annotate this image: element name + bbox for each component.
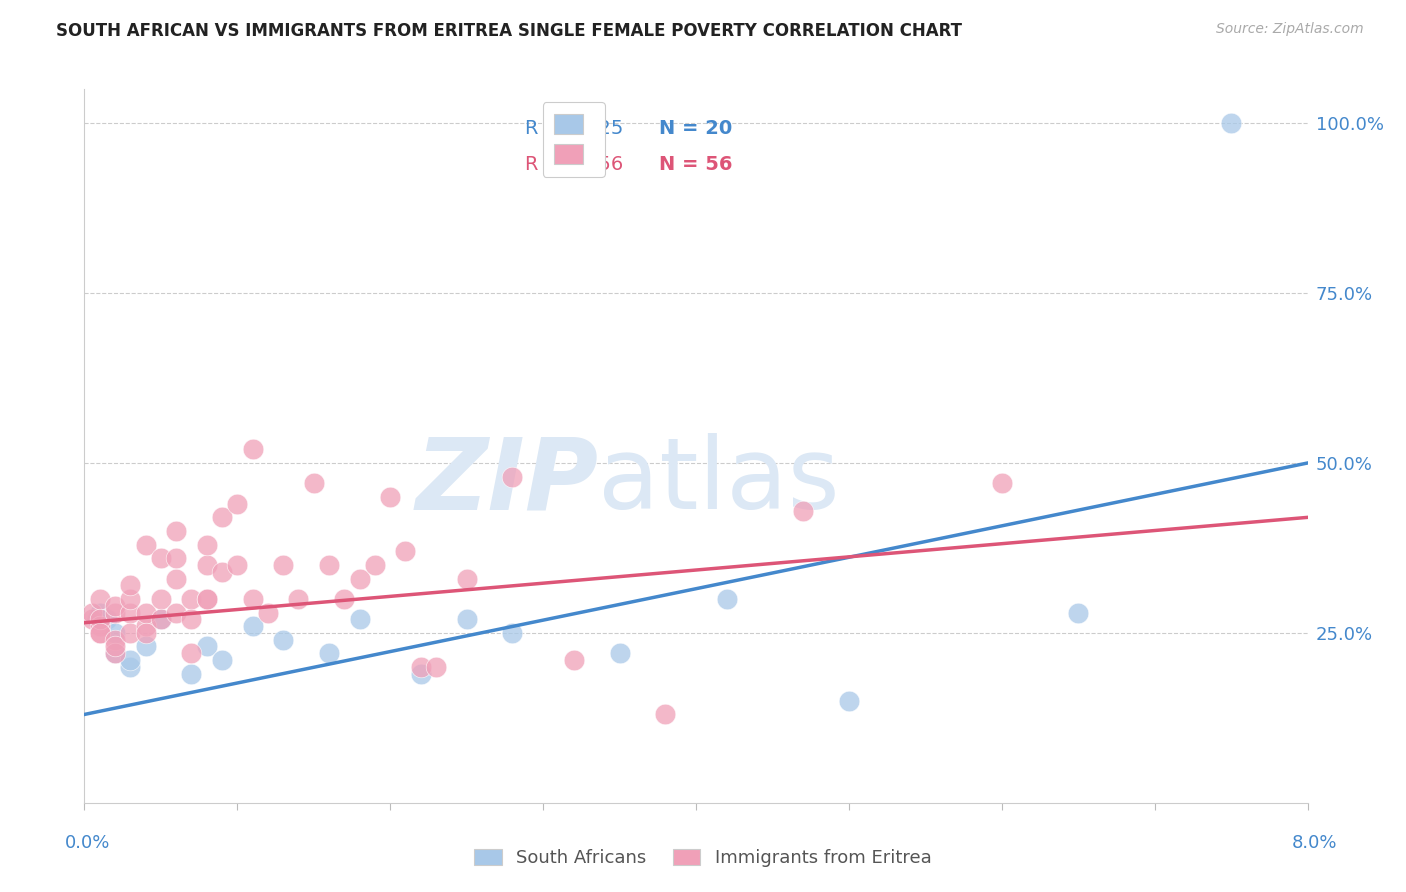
Point (149, 612, 172, 626)
Text: atlas: atlas (598, 434, 839, 530)
Point (89, 591, 111, 606)
Text: SOUTH AFRICAN VS IMMIGRANTS FROM ERITREA SINGLE FEMALE POVERTY CORRELATION CHART: SOUTH AFRICAN VS IMMIGRANTS FROM ERITREA… (56, 22, 962, 40)
Point (333, 591, 356, 606)
Point (349, 612, 371, 626)
Point (654, 707, 676, 722)
Point (80, 612, 103, 626)
Point (120, 591, 142, 606)
Text: N = 56: N = 56 (659, 154, 733, 174)
Point (211, 565, 233, 579)
Point (104, 646, 127, 660)
Point (135, 606, 157, 620)
Point (135, 626, 157, 640)
Point (562, 653, 585, 667)
Point (135, 619, 157, 633)
Point (165, 606, 187, 620)
Point (135, 640, 157, 654)
Point (242, 591, 264, 606)
Point (271, 558, 294, 572)
Point (180, 612, 202, 626)
Point (991, 476, 1014, 491)
Point (609, 646, 631, 660)
Point (211, 510, 233, 524)
Point (89, 626, 111, 640)
Point (195, 537, 218, 551)
Point (120, 660, 142, 674)
Point (226, 497, 249, 511)
Point (120, 578, 142, 592)
Point (165, 572, 187, 586)
Point (120, 606, 142, 620)
Text: ZIP: ZIP (415, 434, 598, 530)
Point (86, 612, 108, 626)
Point (394, 544, 416, 558)
Point (96, 612, 118, 626)
Point (792, 503, 814, 517)
Point (104, 646, 127, 660)
Text: R = 0.525: R = 0.525 (524, 119, 623, 138)
Point (89, 619, 111, 633)
Legend: , : , (543, 103, 605, 177)
Point (380, 490, 402, 504)
Point (135, 537, 157, 551)
Point (502, 626, 524, 640)
Point (226, 558, 249, 572)
Point (104, 640, 127, 654)
Point (242, 619, 264, 633)
Point (180, 646, 202, 660)
Text: R = 0.256: R = 0.256 (524, 154, 623, 174)
Point (716, 591, 738, 606)
Point (104, 632, 127, 647)
Text: 8.0%: 8.0% (1292, 834, 1337, 852)
Point (165, 524, 187, 538)
Point (80, 606, 103, 620)
Point (89, 626, 111, 640)
Point (165, 551, 187, 566)
Point (456, 572, 478, 586)
Point (120, 653, 142, 667)
Point (120, 626, 142, 640)
Point (838, 694, 860, 708)
Point (180, 666, 202, 681)
Text: N = 20: N = 20 (659, 119, 733, 138)
Y-axis label: Single Female Poverty: Single Female Poverty (0, 354, 8, 538)
Point (1220, 116, 1243, 130)
Point (364, 558, 387, 572)
Legend: South Africans, Immigrants from Eritrea: South Africans, Immigrants from Eritrea (467, 841, 939, 874)
Point (318, 646, 340, 660)
Point (302, 476, 325, 491)
Point (1067, 606, 1090, 620)
Point (149, 551, 172, 566)
Point (456, 612, 478, 626)
Point (180, 591, 202, 606)
Point (104, 599, 127, 613)
Point (502, 469, 524, 483)
Point (104, 606, 127, 620)
Text: Source: ZipAtlas.com: Source: ZipAtlas.com (1216, 22, 1364, 37)
Point (257, 606, 280, 620)
Text: 0.0%: 0.0% (65, 834, 110, 852)
Point (195, 558, 218, 572)
Point (271, 632, 294, 647)
Point (195, 591, 218, 606)
Point (195, 640, 218, 654)
Point (287, 591, 309, 606)
Point (242, 442, 264, 457)
Point (89, 612, 111, 626)
Point (349, 572, 371, 586)
Point (318, 558, 340, 572)
Point (149, 591, 172, 606)
Point (409, 666, 432, 681)
Point (104, 626, 127, 640)
Point (89, 606, 111, 620)
Point (425, 660, 447, 674)
Point (149, 612, 172, 626)
Point (195, 591, 218, 606)
Point (409, 660, 432, 674)
Point (211, 653, 233, 667)
